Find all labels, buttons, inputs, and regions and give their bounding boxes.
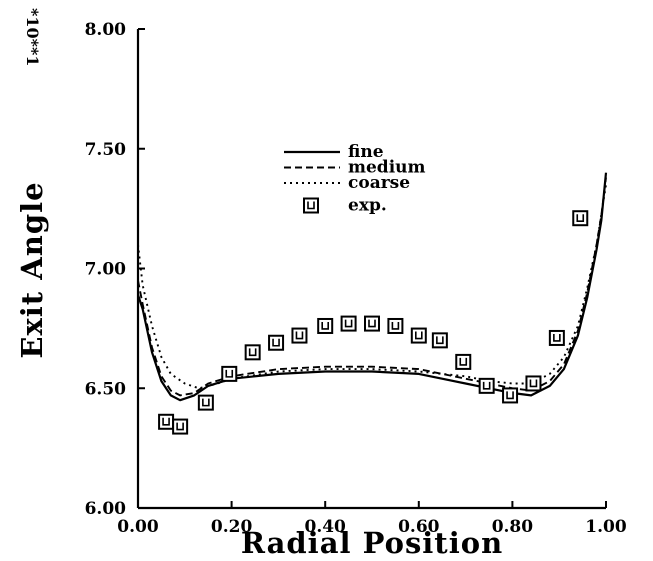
axes (136, 29, 606, 510)
exp-data-point (172, 418, 189, 435)
exp-data-point (572, 210, 589, 227)
legend-label: exp. (348, 196, 387, 216)
series-line-medium (137, 177, 607, 397)
exp-markers (158, 210, 589, 435)
series (136, 172, 608, 402)
exp-data-point (431, 332, 448, 349)
exp-data-point (387, 317, 404, 334)
y-tick-label: 8.00 (85, 20, 127, 40)
exp-data-point (244, 344, 261, 361)
exp-data-point (364, 315, 380, 332)
exp-data-point (478, 377, 495, 394)
exp-data-point (317, 317, 334, 334)
exp-data-point (410, 327, 427, 344)
legend-label: fine (348, 142, 384, 162)
legend-item: exp. (303, 196, 387, 216)
exp-data-point (158, 413, 175, 430)
legend-item: coarse (284, 173, 410, 193)
y-tick-label: 6.50 (85, 379, 127, 399)
y-tick-label: 6.00 (85, 499, 127, 519)
x-tick-label: 0.20 (211, 517, 253, 537)
x-tick-label: 0.40 (304, 517, 346, 537)
x-tick-label: 0.60 (398, 517, 440, 537)
exp-data-point (455, 353, 472, 370)
x-axis-title: Radial Position (241, 526, 503, 560)
y-tick-label: 7.00 (85, 260, 127, 280)
legend-marker (303, 197, 319, 214)
exp-data-point (340, 315, 357, 332)
exp-data-point (221, 365, 238, 382)
y-tick-label: 7.50 (85, 140, 127, 160)
exp-data-point (548, 329, 565, 346)
ticks: 0.00 0.20 0.40 0.60 0.80 1.00 6.00 6.50 7.00 7.50… (85, 20, 627, 537)
exp-data-point (268, 334, 285, 351)
x-tick-label: 0.00 (117, 517, 159, 537)
y-axis-title: Exit Angle (15, 181, 49, 358)
x-tick-label: 0.80 (492, 517, 534, 537)
exp-data-point (502, 387, 519, 404)
exp-data-point (525, 375, 542, 392)
exp-data-point (291, 327, 308, 344)
x-tick-label: 1.00 (585, 517, 627, 537)
legend-label: coarse (348, 173, 410, 193)
exp-data-point (197, 394, 214, 411)
legend-item: medium (284, 158, 426, 178)
series-line-fine (136, 172, 608, 402)
y-scale-label: *10**1 (23, 8, 42, 67)
legend-item: fine (284, 142, 384, 162)
legend-label: medium (348, 158, 426, 178)
